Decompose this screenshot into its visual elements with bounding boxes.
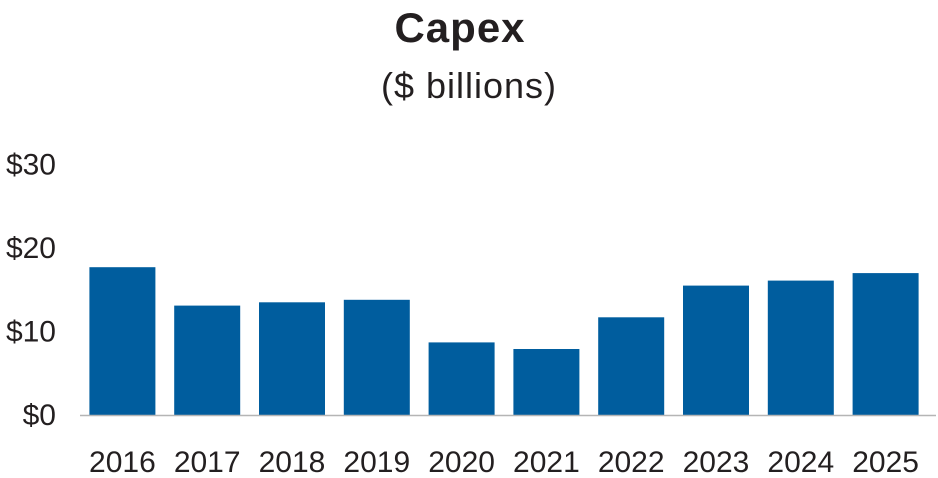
x-tick-label: 2021: [513, 446, 580, 478]
bar-2023: [683, 285, 749, 415]
x-tick-label: 2025: [852, 446, 919, 478]
bar-2018: [259, 302, 325, 415]
x-tick-label: 2020: [428, 446, 495, 478]
chart-subtitle: ($ billions): [380, 65, 558, 106]
bar-2019: [343, 299, 410, 415]
y-tick-label: $0: [23, 399, 56, 432]
bar-2025: [852, 273, 919, 415]
x-tick-label: 2016: [89, 446, 156, 478]
bars-group: [89, 267, 919, 415]
x-tick-label: 2024: [767, 446, 834, 478]
x-axis-ticks: 2016 2017 2018 2019 2020 2021 2022 2023 2024 2025: [89, 446, 919, 478]
y-tick-label: $20: [6, 232, 56, 265]
x-tick-label: 2023: [683, 446, 750, 478]
x-tick-label: 2017: [174, 446, 241, 478]
bar-2017: [174, 305, 241, 415]
x-tick-label: 2022: [598, 446, 665, 478]
bar-2016: [89, 267, 156, 415]
chart-title: Capex: [394, 4, 526, 51]
bar-2020: [428, 342, 495, 415]
y-axis-ticks: $0 $10 $20 $30: [6, 149, 56, 433]
bar-2024: [767, 280, 834, 415]
x-tick-label: 2018: [259, 446, 326, 478]
x-tick-label: 2019: [343, 446, 410, 478]
y-tick-label: $10: [6, 316, 56, 349]
bar-2022: [598, 317, 665, 415]
y-tick-label: $30: [6, 149, 56, 182]
bar-2021: [513, 349, 580, 415]
